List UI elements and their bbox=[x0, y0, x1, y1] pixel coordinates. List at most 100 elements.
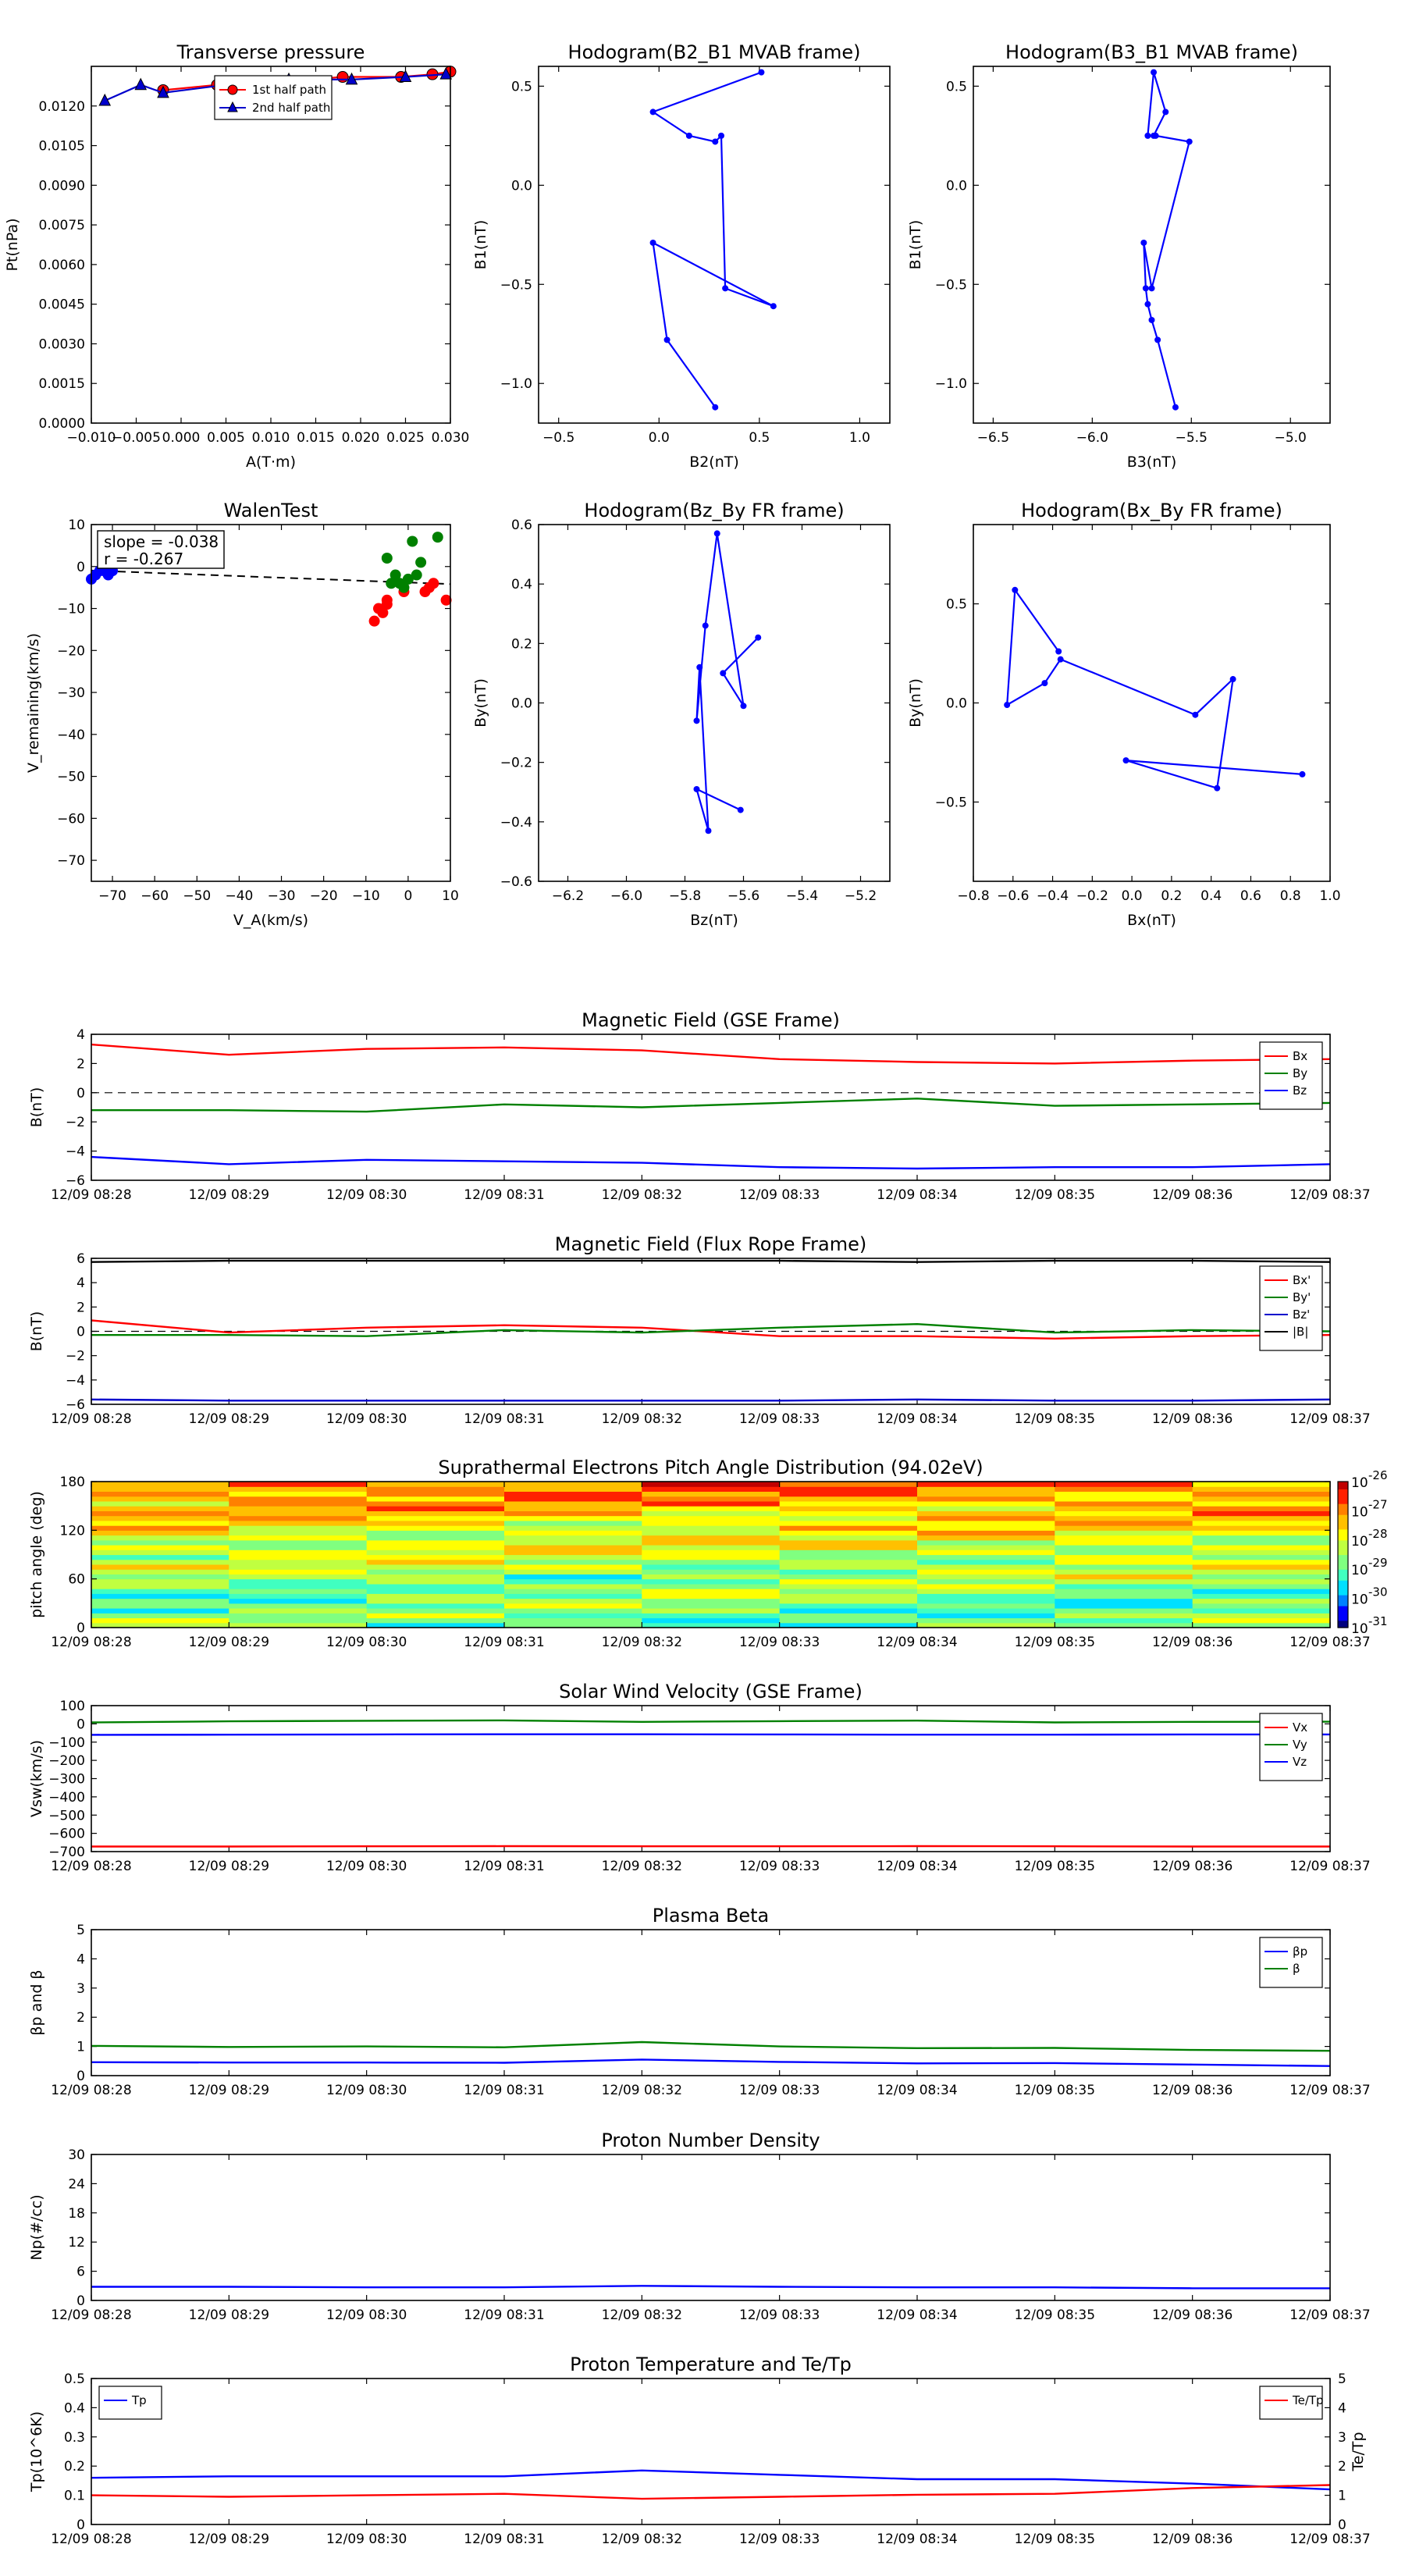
bfr-legend-label: By' bbox=[1293, 1290, 1311, 1304]
walen-ytick-label: 0 bbox=[76, 560, 85, 575]
tp2-xtick-label: 12/09 08:33 bbox=[739, 2532, 820, 2547]
pad-colorbar-label: 10 bbox=[1351, 1592, 1368, 1608]
pad-colorbar-cell bbox=[1338, 1613, 1348, 1617]
pad-cell bbox=[504, 1589, 642, 1594]
bgse-xtick-label: 12/09 08:33 bbox=[739, 1187, 820, 1203]
pad-cell bbox=[91, 1500, 229, 1507]
pad-cell bbox=[1055, 1564, 1193, 1570]
tp2-xtick-label: 12/09 08:35 bbox=[1015, 2532, 1095, 2547]
walen-ytick-label: −30 bbox=[57, 685, 85, 701]
pad-cell bbox=[917, 1564, 1055, 1570]
pad-cell bbox=[91, 1617, 229, 1624]
vsw-frame bbox=[91, 1705, 1331, 1852]
tp2-ytick-right-label: 1 bbox=[1338, 2489, 1346, 2504]
pad-cell bbox=[1055, 1583, 1193, 1589]
np-ylabel: Np(#/cc) bbox=[28, 2194, 45, 2260]
tp2-ylabel: Tp(10^6K) bbox=[28, 2411, 45, 2492]
h4-marker bbox=[1055, 648, 1062, 655]
vsw-xtick-label: 12/09 08:36 bbox=[1152, 1859, 1232, 1874]
bfr-title: Magnetic Field (Flux Rope Frame) bbox=[555, 1233, 866, 1255]
tp2-ylabel-right: Te/Tp bbox=[1350, 2432, 1367, 2471]
h3-ytick-label: −0.4 bbox=[500, 815, 532, 831]
pad-cell bbox=[366, 1559, 505, 1565]
pad-cell bbox=[1192, 1539, 1331, 1546]
walen-xtick-label: −30 bbox=[268, 888, 296, 904]
pad-colorbar-label: 10 bbox=[1351, 1475, 1368, 1491]
beta-legend-label: βp bbox=[1293, 1944, 1307, 1959]
pad-cell bbox=[229, 1520, 368, 1526]
np-xtick-label: 12/09 08:29 bbox=[189, 2307, 269, 2323]
pad-cell bbox=[229, 1515, 368, 1521]
beta-xtick-label: 12/09 08:28 bbox=[51, 2083, 131, 2098]
h1-ytick-label: −1.0 bbox=[500, 376, 532, 392]
tp2-series-TeTp bbox=[91, 2484, 1331, 2500]
pad-cell bbox=[917, 1539, 1055, 1546]
pad-cell bbox=[642, 1545, 781, 1550]
pad-cell bbox=[366, 1603, 505, 1609]
beta-ytick-label: 5 bbox=[76, 1923, 85, 1938]
tp2-ytick-right-label: 4 bbox=[1338, 2400, 1346, 2416]
vsw-legend-label: Vx bbox=[1293, 1720, 1307, 1735]
vsw-xtick-label: 12/09 08:33 bbox=[739, 1859, 820, 1874]
pad-colorbar-cell bbox=[1338, 1602, 1348, 1606]
pad-cell bbox=[91, 1535, 229, 1541]
pad-cell bbox=[1055, 1598, 1193, 1604]
h3-xtick-label: −5.8 bbox=[669, 888, 701, 904]
tp-marker bbox=[345, 72, 358, 85]
bfr-xtick-label: 12/09 08:36 bbox=[1152, 1411, 1232, 1427]
h1-ytick-label: −0.5 bbox=[500, 277, 532, 293]
pad-cell bbox=[642, 1506, 781, 1511]
bgse-xtick-label: 12/09 08:32 bbox=[602, 1187, 682, 1203]
tp-marker bbox=[157, 85, 169, 98]
h4-marker bbox=[1122, 757, 1129, 764]
beta-ytick-label: 3 bbox=[76, 1981, 85, 1997]
vsw-ytick-label: −600 bbox=[48, 1827, 85, 1842]
walen-ytick-label: −10 bbox=[57, 602, 85, 617]
pad-cell bbox=[1055, 1603, 1193, 1609]
beta-series- bbox=[91, 2041, 1331, 2052]
pad-cell bbox=[91, 1589, 229, 1594]
beta-panel: Plasma Beta 0 1 2 3 4 5 12/09 08:28 12/09 08:29 1… bbox=[28, 1905, 1371, 2098]
pad-cell bbox=[229, 1486, 368, 1492]
pad-colorbar-cell bbox=[1338, 1525, 1348, 1530]
tp-xlabel: A(T·m) bbox=[246, 454, 296, 471]
walen-annotation-box bbox=[97, 530, 225, 569]
pad-cell bbox=[91, 1622, 229, 1628]
pad-cell bbox=[229, 1545, 368, 1550]
pad-cell bbox=[1055, 1530, 1193, 1536]
pad-cell bbox=[917, 1578, 1055, 1585]
pad-colorbar-exponent: -30 bbox=[1368, 1585, 1388, 1599]
pad-cell bbox=[917, 1496, 1055, 1502]
pad-cell bbox=[229, 1613, 368, 1619]
vsw-ytick-label: 100 bbox=[60, 1699, 85, 1714]
pad-cell bbox=[1055, 1550, 1193, 1556]
pad-cell bbox=[917, 1530, 1055, 1536]
pad-cell bbox=[1055, 1515, 1193, 1521]
pad-cell bbox=[779, 1539, 918, 1546]
pad-cell bbox=[504, 1520, 642, 1526]
pad-cell bbox=[1055, 1491, 1193, 1497]
h1-ylabel: B1(nT) bbox=[472, 220, 489, 270]
pad-colorbar-frame bbox=[1337, 1481, 1349, 1628]
pad-cell bbox=[779, 1550, 918, 1556]
pad-colorbar-cell bbox=[1338, 1521, 1348, 1526]
h1-panel: Hodogram(B2_B1 MVAB frame) −1.0 −0.5 0.0 0.5… bbox=[472, 41, 891, 471]
pad-cell bbox=[779, 1589, 918, 1594]
pad-cell bbox=[779, 1482, 918, 1487]
bgse-legend-label: Bz bbox=[1293, 1083, 1307, 1098]
pad-cell bbox=[366, 1539, 505, 1546]
pad-colorbar-cell bbox=[1338, 1532, 1348, 1537]
pad-colorbar-cell bbox=[1338, 1554, 1348, 1559]
beta-ytick-label: 1 bbox=[76, 2040, 85, 2055]
pad-cell bbox=[229, 1550, 368, 1556]
beta-title: Plasma Beta bbox=[653, 1905, 769, 1927]
pad-cell bbox=[504, 1593, 642, 1599]
h1-ytick-label: 0.5 bbox=[511, 79, 532, 94]
h3-ytick-label: 0.0 bbox=[511, 696, 532, 712]
bfr-ytick-label: −2 bbox=[66, 1349, 85, 1364]
pad-cell bbox=[642, 1496, 781, 1502]
h3-ylabel: By(nT) bbox=[472, 678, 489, 728]
pad-cell bbox=[917, 1550, 1055, 1556]
pad-cell bbox=[504, 1617, 642, 1624]
pad-cell bbox=[779, 1569, 918, 1574]
